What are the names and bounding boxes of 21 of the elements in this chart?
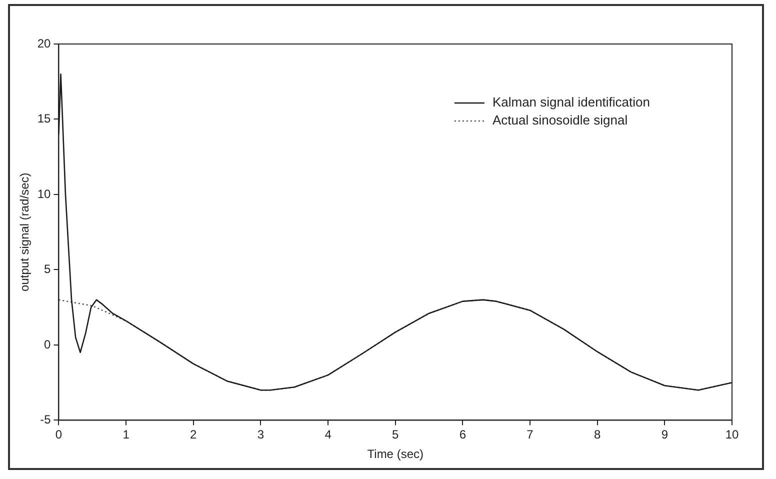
- x-tick-label: 3: [257, 428, 264, 442]
- legend-label: Actual sinosoidle signal: [492, 112, 628, 128]
- y-tick-label: 20: [37, 36, 52, 50]
- x-tick-label: 4: [324, 428, 332, 442]
- y-tick-label: 15: [37, 112, 52, 126]
- x-tick-label: 6: [459, 428, 466, 442]
- x-axis-title: Time (sec): [367, 447, 424, 462]
- x-tick-label: 9: [661, 428, 668, 442]
- y-tick-label: 0: [44, 337, 52, 352]
- y-axis-title: output signal (rad/sec): [18, 172, 32, 292]
- x-tick-label: 2: [190, 428, 198, 442]
- x-tick-label: 10: [725, 428, 739, 442]
- x-tick-label: 0: [55, 428, 62, 442]
- y-tick-label: 5: [44, 262, 52, 276]
- y-tick-label: -5: [40, 412, 52, 427]
- x-tick-label: 7: [526, 428, 534, 442]
- x-tick-label: 1: [122, 428, 130, 442]
- x-tick-label: 5: [392, 428, 400, 442]
- y-tick-label: 10: [37, 186, 52, 201]
- x-tick-label: 8: [594, 428, 602, 442]
- legend-label: Kalman signal identification: [492, 94, 650, 110]
